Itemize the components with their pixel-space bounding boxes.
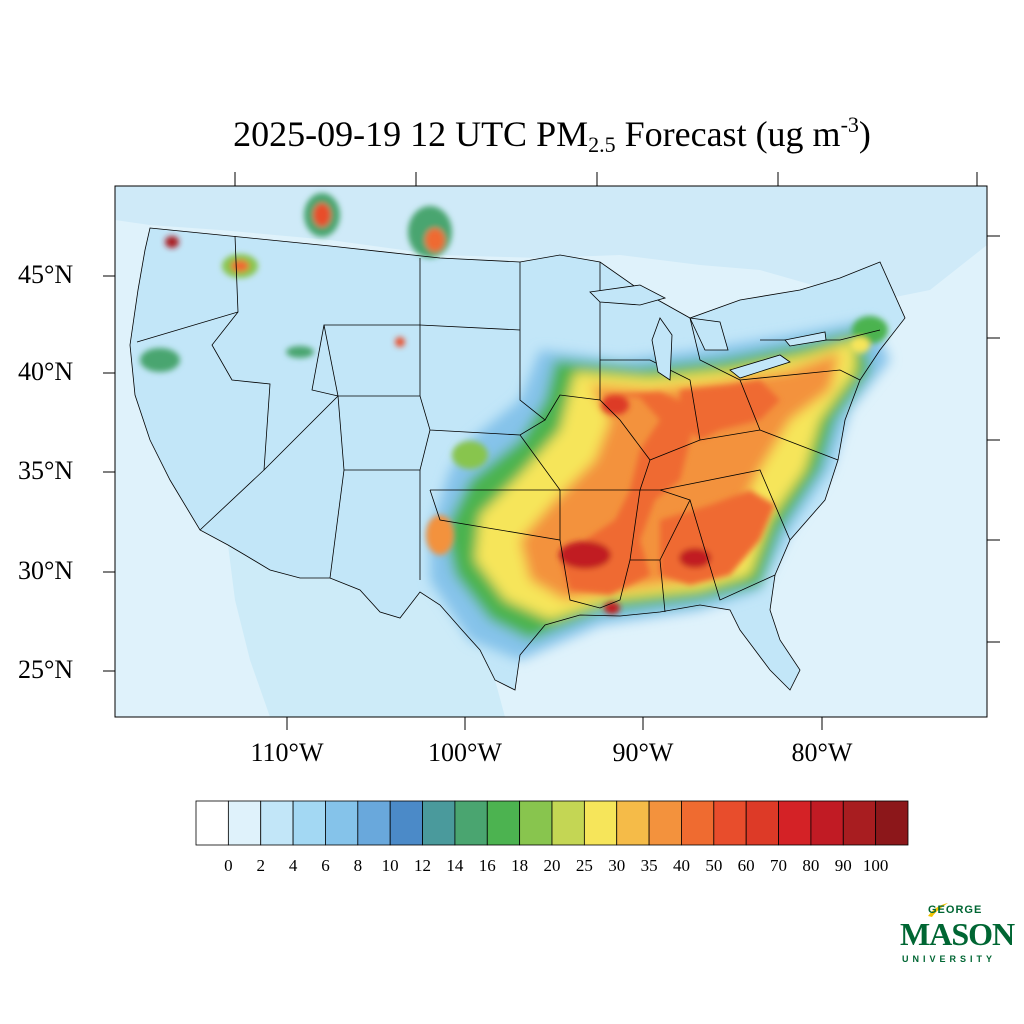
plume-colorado	[395, 337, 405, 347]
colorbar-tick-label: 18	[511, 856, 529, 875]
colorbar-swatch	[648, 800, 682, 846]
plume-oregon	[140, 348, 180, 372]
colorbar-tick-label: 10	[381, 856, 399, 875]
colorbar-swatch	[422, 800, 456, 846]
hotspot-arkansas	[559, 541, 611, 569]
lat-label-35: 35°N	[18, 456, 74, 485]
plume-ne-core	[850, 337, 870, 353]
colorbar-tick-label: 4	[288, 856, 298, 875]
hotspot-la-coast	[604, 602, 620, 614]
lon-label-100w: 100°W	[428, 738, 502, 767]
colorbar-swatch	[810, 800, 844, 846]
colorbar-swatch	[260, 800, 294, 846]
colorbar-tick-label: 30	[608, 856, 626, 875]
colorbar-tick-label: 60	[737, 856, 755, 875]
colorbar-tick-label: 80	[802, 856, 820, 875]
colorbar-tick-label: 6	[321, 856, 330, 875]
colorbar-swatch	[486, 800, 521, 846]
colorbar-swatch	[551, 800, 585, 846]
colorbar-tick-label: 90	[834, 856, 852, 875]
colorbar-swatch	[681, 800, 715, 846]
lat-ticks	[103, 235, 1000, 672]
hotspot-alabama	[679, 548, 711, 568]
colorbar-tick-label: 2	[256, 856, 265, 875]
hotspot-illinois	[601, 395, 629, 415]
lat-label-40: 40°N	[18, 357, 74, 386]
lat-label-25: 25°N	[18, 655, 74, 684]
colorbar-swatch	[745, 800, 779, 846]
colorbar	[195, 800, 909, 846]
colorbar-tick-label: 0	[224, 856, 233, 875]
colorbar-tick-label: 12	[414, 856, 432, 875]
colorbar-swatch	[292, 800, 326, 846]
pollution-red-ohio	[680, 380, 780, 440]
colorbar-tick-label: 40	[672, 856, 690, 875]
mexico-land	[228, 545, 505, 717]
plume-texas	[426, 515, 454, 555]
plume-wyoming	[286, 346, 314, 358]
colorbar-swatch	[778, 800, 812, 846]
colorbar-swatch	[357, 800, 391, 846]
plume-montana-1-core	[313, 203, 331, 227]
plume-montana-2-core	[425, 228, 445, 252]
plume-ks-ok	[452, 441, 488, 469]
colorbar-swatch	[583, 800, 618, 846]
colorbar-tick-label: 70	[770, 856, 788, 875]
logo-university: UNIVERSITY	[902, 954, 997, 964]
logo-mason: MASON	[900, 916, 1015, 952]
logo-george: GEORGE	[928, 904, 983, 916]
plume-washington	[165, 236, 179, 248]
great-lakes	[589, 284, 827, 381]
colorbar-swatch	[325, 800, 359, 846]
colorbar-swatch	[713, 800, 747, 846]
colorbar-tick-label: 25	[575, 856, 593, 875]
colorbar-swatch	[227, 800, 262, 846]
colorbar-tick-label: 20	[543, 856, 561, 875]
colorbar-swatch	[616, 800, 650, 846]
lon-ticks	[234, 172, 978, 730]
map-title: 2025-09-19 12 UTC PM2.5 Forecast (ug m-3…	[233, 112, 871, 157]
colorbar-swatch	[519, 800, 553, 846]
colorbar-tick-label: 35	[640, 856, 658, 875]
plume-northeast	[852, 316, 888, 344]
colorbar-swatch	[842, 800, 877, 846]
lon-label-80w: 80°W	[791, 738, 853, 767]
colorbar-tick-label: 100	[862, 856, 889, 875]
map-frame	[114, 185, 988, 718]
logo-swoosh-icon	[928, 903, 948, 917]
lon-label-90w: 90°W	[612, 738, 674, 767]
colorbar-swatch	[195, 800, 229, 846]
state-boundaries	[129, 227, 906, 691]
lat-label-30: 30°N	[18, 556, 74, 585]
gmu-logo: GEORGE MASON UNIVERSITY	[896, 903, 1015, 968]
colorbar-tick-label: 8	[353, 856, 363, 875]
colorbar-swatch	[454, 800, 488, 846]
colorbar-tick-label: 16	[478, 856, 496, 875]
colorbar-tick-label: 50	[705, 856, 723, 875]
lat-label-45: 45°N	[18, 260, 74, 289]
colorbar-tick-label: 14	[446, 856, 464, 875]
lon-label-110w: 110°W	[250, 738, 324, 767]
colorbar-swatch	[875, 800, 909, 846]
plume-idaho-core	[231, 260, 249, 272]
colorbar-swatch	[389, 800, 423, 846]
